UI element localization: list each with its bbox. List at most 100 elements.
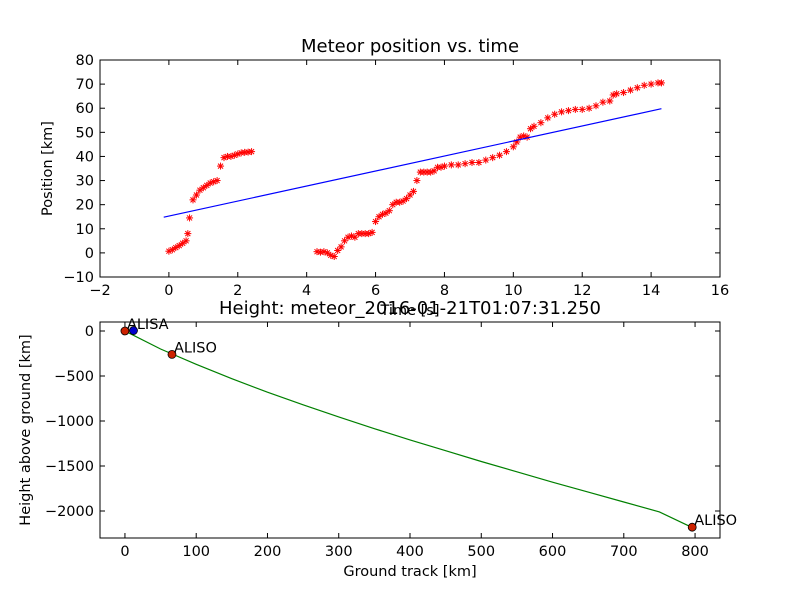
data-marker — [454, 161, 462, 169]
x-tick-label: 300 — [325, 544, 353, 560]
data-marker-stroke — [200, 184, 207, 191]
data-marker-stroke — [613, 90, 620, 97]
data-marker-stroke — [538, 119, 544, 126]
data-marker-stroke — [455, 162, 462, 168]
data-marker — [502, 148, 510, 156]
y-tick-label: 20 — [76, 198, 94, 214]
data-marker-stroke — [469, 159, 475, 166]
data-marker — [544, 114, 552, 122]
data-marker — [184, 230, 192, 238]
data-marker — [186, 214, 194, 222]
data-marker-stroke — [551, 111, 558, 118]
data-marker — [530, 122, 538, 130]
data-marker — [564, 107, 572, 115]
x-tick-label: −2 — [89, 283, 110, 299]
data-marker-stroke — [579, 106, 586, 113]
data-marker-stroke — [641, 82, 648, 89]
data-marker-stroke — [482, 157, 489, 163]
data-marker — [633, 84, 641, 92]
data-marker-stroke — [338, 244, 344, 250]
data-marker-stroke — [327, 252, 334, 259]
data-marker — [447, 161, 455, 169]
height-y-axis-label: Height above ground [km] — [18, 334, 34, 525]
data-marker — [372, 218, 380, 226]
y-tick-label: 60 — [76, 101, 94, 117]
data-marker-stroke — [503, 148, 510, 155]
data-marker — [330, 253, 338, 261]
station-label: ALISO — [174, 340, 217, 356]
data-marker — [337, 243, 345, 251]
data-marker-stroke — [510, 143, 517, 150]
x-tick-label: 10 — [504, 283, 522, 299]
data-marker — [606, 97, 614, 105]
data-marker — [551, 110, 559, 118]
data-marker-stroke — [321, 248, 327, 255]
data-marker-stroke — [620, 89, 627, 96]
data-marker — [620, 89, 628, 97]
data-marker-stroke — [634, 84, 641, 91]
data-marker — [213, 177, 221, 185]
data-marker-stroke — [476, 159, 482, 166]
data-marker-stroke — [558, 108, 565, 115]
x-tick-label: 4 — [302, 283, 311, 299]
data-marker-stroke — [324, 250, 331, 256]
data-marker — [440, 162, 448, 170]
y-tick-label: 0 — [85, 246, 94, 262]
data-marker-stroke — [217, 163, 224, 169]
data-marker — [323, 249, 331, 257]
data-marker-stroke — [372, 218, 379, 225]
station-marker — [687, 522, 697, 532]
y-tick-label: 30 — [76, 174, 94, 190]
data-marker — [351, 233, 359, 241]
data-marker — [626, 86, 634, 94]
data-marker-stroke — [348, 233, 355, 239]
data-marker-stroke — [565, 107, 572, 114]
x-tick-label: 200 — [254, 544, 282, 560]
data-marker — [571, 105, 579, 113]
y-tick-label: 10 — [76, 222, 94, 238]
data-marker — [657, 79, 665, 87]
height-x-axis-label: Ground track [km] — [343, 564, 476, 580]
data-marker — [585, 104, 593, 112]
y-tick-label: −1500 — [45, 459, 94, 475]
x-tick-label: 500 — [467, 544, 495, 560]
data-marker-stroke — [386, 207, 393, 214]
data-marker-stroke — [520, 133, 527, 139]
x-tick-label: 6 — [371, 283, 380, 299]
position-chart-title: Meteor position vs. time — [301, 36, 519, 57]
height-chart-title: Height: meteor_2016-01-21T01:07:31.250 — [219, 298, 601, 319]
data-marker-stroke — [389, 201, 396, 208]
data-marker-stroke — [600, 99, 606, 106]
data-marker — [341, 237, 349, 245]
data-marker-stroke — [184, 230, 191, 237]
data-marker-stroke — [531, 123, 537, 130]
x-tick-label: 16 — [711, 283, 729, 299]
data-marker-stroke — [186, 215, 193, 221]
x-tick-label: 8 — [440, 283, 449, 299]
x-tick-label: 400 — [396, 544, 424, 560]
position-y-axis-label: Position [km] — [40, 121, 56, 216]
data-marker-stroke — [183, 237, 189, 244]
data-marker-stroke — [627, 87, 634, 93]
data-marker — [489, 154, 497, 162]
position-ticks: −2 0 2 4 6 8 10 12 14 16 −10 0 10 20 30 40 50 60 70 80 — [63, 53, 729, 299]
data-marker — [385, 207, 393, 215]
data-marker — [613, 90, 621, 98]
series-line-0 — [124, 330, 692, 528]
data-marker — [592, 102, 600, 110]
y-tick-label: 80 — [76, 53, 94, 69]
x-tick-label: 0 — [120, 544, 129, 560]
data-marker — [640, 81, 648, 89]
data-marker-stroke — [593, 102, 599, 109]
position-chart: −2 0 2 4 6 8 10 12 14 16 −10 0 10 20 30 40 50 60 70 80 Mete… — [40, 36, 729, 319]
data-marker — [537, 119, 545, 127]
data-marker-stroke — [448, 162, 455, 168]
y-tick-label: −500 — [54, 369, 94, 385]
data-marker — [168, 246, 176, 254]
data-marker — [368, 228, 376, 236]
data-marker-stroke — [489, 154, 496, 161]
data-marker-stroke — [248, 148, 255, 155]
